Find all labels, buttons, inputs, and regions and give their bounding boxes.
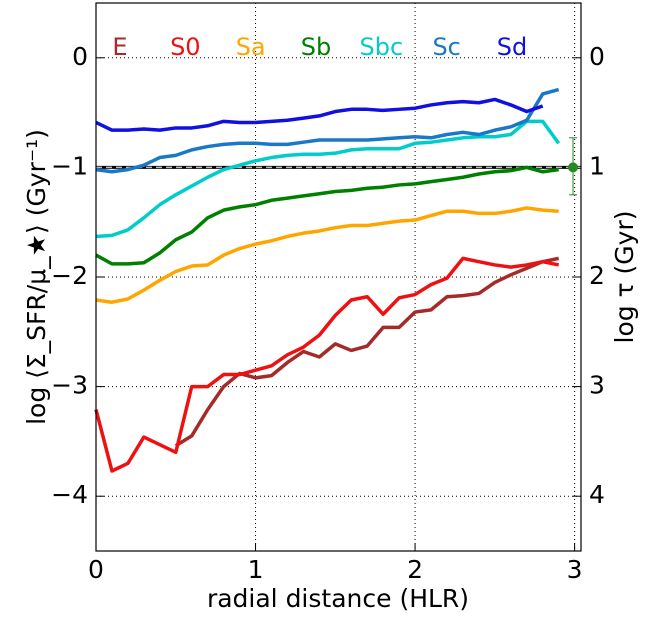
y2-tick-label: 1 bbox=[589, 151, 605, 180]
legend-label: Sd bbox=[497, 33, 527, 61]
series-line bbox=[95, 97, 544, 132]
series-line bbox=[174, 256, 560, 448]
series-line bbox=[95, 206, 559, 304]
marker-point bbox=[568, 162, 579, 173]
legend-label: S0 bbox=[170, 33, 201, 61]
x-tick-label: 2 bbox=[407, 555, 423, 584]
legend-label: Sa bbox=[236, 33, 266, 61]
legend-label: E bbox=[112, 33, 127, 61]
legend-label: Sc bbox=[432, 33, 460, 61]
legend-label: Sb bbox=[301, 33, 331, 61]
series-line bbox=[95, 165, 559, 266]
plot-frame bbox=[95, 2, 582, 552]
x-tick-label: 0 bbox=[88, 555, 104, 584]
y-tick-label: −2 bbox=[51, 261, 88, 290]
y-tick-label: −3 bbox=[51, 371, 88, 400]
series-line bbox=[94, 256, 560, 473]
y-axis-label: log ⟨Σ_SFR/μ_★⟩ (Gyr⁻¹) bbox=[22, 129, 51, 425]
y2-axis-label: log τ (Gyr) bbox=[610, 210, 639, 343]
x-axis-label: radial distance (HLR) bbox=[207, 584, 469, 613]
series-line bbox=[95, 119, 561, 239]
y-tick-label: −1 bbox=[51, 151, 88, 180]
y2-tick-label: 4 bbox=[589, 480, 605, 509]
x-tick-label: 3 bbox=[567, 555, 583, 584]
series-line bbox=[95, 87, 560, 174]
legend-label: Sbc bbox=[359, 33, 403, 61]
y2-tick-label: 2 bbox=[589, 261, 605, 290]
y-tick-label: −4 bbox=[51, 480, 88, 509]
y-tick-label: 0 bbox=[72, 42, 88, 71]
y2-tick-label: 0 bbox=[589, 42, 605, 71]
y2-tick-label: 3 bbox=[589, 371, 605, 400]
x-tick-label: 1 bbox=[248, 555, 264, 584]
